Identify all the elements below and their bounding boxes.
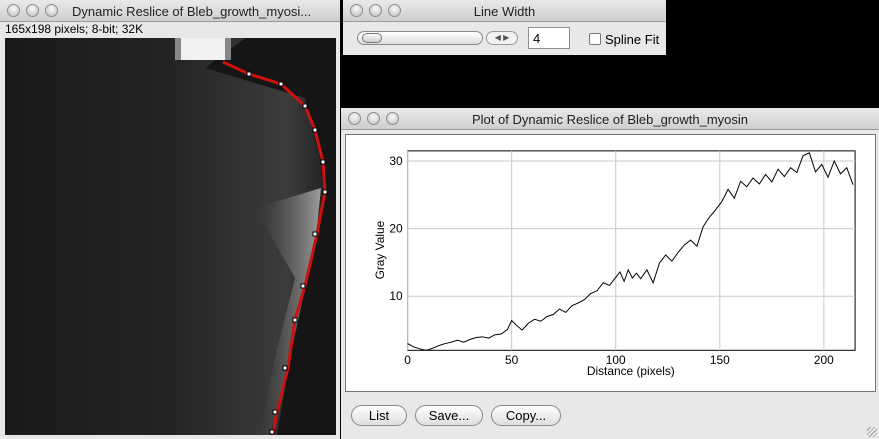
close-button[interactable] bbox=[350, 4, 363, 17]
minimize-button[interactable] bbox=[26, 4, 39, 17]
image-window-titlebar[interactable]: Dynamic Reslice of Bleb_growth_myosi... bbox=[0, 0, 340, 22]
y-tick-label: 30 bbox=[389, 154, 403, 168]
close-button[interactable] bbox=[348, 112, 361, 125]
copy-button[interactable]: Copy... bbox=[491, 405, 561, 426]
line-width-input[interactable] bbox=[528, 27, 570, 49]
x-tick-labels: 0 50 100 150 200 bbox=[404, 353, 834, 367]
plot-window-title: Plot of Dynamic Reslice of Bleb_growth_m… bbox=[471, 112, 748, 127]
grid bbox=[407, 150, 856, 351]
line-width-title: Line Width bbox=[473, 4, 536, 19]
zoom-button[interactable] bbox=[388, 4, 401, 17]
image-window: Dynamic Reslice of Bleb_growth_myosi... … bbox=[0, 0, 340, 439]
minimize-button[interactable] bbox=[369, 4, 382, 17]
plot-area bbox=[407, 150, 856, 351]
resize-grip-icon[interactable] bbox=[867, 427, 877, 437]
close-button[interactable] bbox=[7, 4, 20, 17]
list-button[interactable]: List bbox=[351, 405, 407, 426]
y-tick-labels: 10 20 30 bbox=[389, 154, 403, 303]
line-width-titlebar[interactable]: Line Width bbox=[343, 0, 666, 22]
plot-canvas: 0 50 100 150 200 10 20 30 Distance (pixels) Gr… bbox=[345, 134, 876, 392]
save-button[interactable]: Save... bbox=[415, 405, 483, 426]
zoom-button[interactable] bbox=[386, 112, 399, 125]
image-window-title: Dynamic Reslice of Bleb_growth_myosi... bbox=[72, 4, 312, 19]
x-tick-label: 0 bbox=[404, 353, 411, 367]
line-width-window: Line Width ◀ ▶ Spline Fit bbox=[343, 0, 666, 55]
series-line bbox=[407, 152, 854, 351]
x-tick-label: 100 bbox=[606, 353, 626, 367]
minimize-button[interactable] bbox=[367, 112, 380, 125]
x-tick-label: 50 bbox=[505, 353, 519, 367]
y-tick-label: 10 bbox=[389, 289, 403, 303]
slider-thumb[interactable] bbox=[362, 33, 382, 43]
plot-window-titlebar[interactable]: Plot of Dynamic Reslice of Bleb_growth_m… bbox=[341, 108, 879, 130]
image-canvas[interactable] bbox=[5, 38, 336, 435]
slider-arrows-icon[interactable]: ◀ ▶ bbox=[486, 31, 518, 45]
plot-window: Plot of Dynamic Reslice of Bleb_growth_m… bbox=[341, 108, 879, 439]
y-tick-label: 20 bbox=[389, 222, 403, 236]
y-axis-label: Gray Value bbox=[373, 220, 387, 279]
image-info: 165x198 pixels; 8-bit; 32K bbox=[5, 22, 144, 36]
spline-fit-label: Spline Fit bbox=[605, 32, 660, 47]
zoom-button[interactable] bbox=[45, 4, 58, 17]
line-handles[interactable] bbox=[246, 71, 328, 435]
x-tick-label: 200 bbox=[814, 353, 834, 367]
line-width-slider[interactable] bbox=[357, 31, 483, 45]
spline-fit-checkbox[interactable] bbox=[589, 33, 601, 45]
x-axis-label: Distance (pixels) bbox=[587, 364, 675, 378]
x-tick-label: 150 bbox=[710, 353, 730, 367]
